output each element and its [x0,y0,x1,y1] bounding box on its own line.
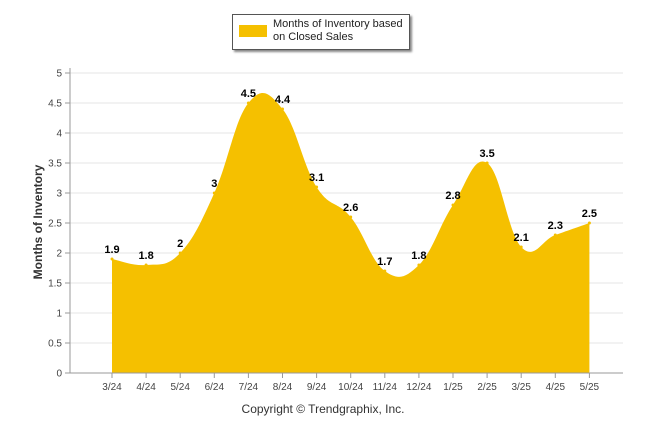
x-tick-label: 1/25 [443,382,463,393]
data-point [178,251,182,255]
data-point [417,263,421,267]
y-tick-label: 1 [56,309,62,320]
data-point [519,245,523,249]
y-tick-label: 2 [56,249,62,260]
y-axis-label: Months of Inventory [31,164,45,280]
legend-label: Months of Inventory based on Closed Sale… [273,18,403,43]
y-tick-label: 3.5 [48,159,62,170]
data-label: 2.3 [548,220,563,232]
x-tick-label: 7/24 [239,382,259,393]
data-point [485,161,489,165]
y-tick-label: 1.5 [48,279,62,290]
data-label: 1.9 [104,244,119,256]
data-label: 3 [211,178,217,190]
y-tick-label: 0.5 [48,339,62,350]
x-tick-label: 2/25 [477,382,497,393]
x-tick-label: 4/25 [546,382,566,393]
x-tick-label: 3/25 [511,382,531,393]
data-point [451,203,455,207]
data-point [144,263,148,267]
copyright-footer: Copyright © Trendgraphix, Inc. [241,402,405,416]
data-label: 2 [177,238,183,250]
data-label: 2.8 [445,190,460,202]
series-area [112,93,590,373]
x-tick-label: 8/24 [273,382,293,393]
data-label: 4.4 [275,94,291,106]
x-tick-label: 10/24 [338,382,363,393]
y-tick-label: 3 [56,189,62,200]
data-point [281,107,284,111]
data-point [553,233,557,237]
data-point [349,215,353,219]
data-label: 3.1 [309,172,324,184]
x-tick-label: 11/24 [373,382,398,393]
legend: Months of Inventory based on Closed Sale… [232,14,410,50]
data-point [246,101,250,105]
data-label: 1.8 [411,250,426,262]
data-label: 4.5 [241,88,256,100]
x-tick-label: 12/24 [406,382,431,393]
data-point [587,221,591,225]
data-label: 1.7 [377,256,392,268]
data-label: 2.5 [582,208,597,220]
data-point [383,269,387,273]
data-point [110,257,114,261]
y-tick-label: 0 [56,369,62,380]
y-tick-label: 2.5 [48,219,62,230]
data-point [315,185,319,189]
data-label: 3.5 [479,148,494,160]
y-tick-label: 4.5 [48,99,62,110]
x-tick-label: 5/24 [170,382,190,393]
y-tick-label: 4 [56,129,62,140]
x-tick-label: 5/25 [580,382,600,393]
x-tick-label: 6/24 [205,382,225,393]
data-label: 1.8 [138,250,153,262]
x-tick-label: 4/24 [136,382,156,393]
y-tick-label: 5 [56,69,62,80]
data-label: 2.6 [343,202,358,214]
legend-swatch [239,25,267,37]
x-tick-label: 9/24 [307,382,327,393]
x-tick-label: 3/24 [102,382,122,393]
data-label: 2.1 [514,232,529,244]
data-point [212,191,216,195]
